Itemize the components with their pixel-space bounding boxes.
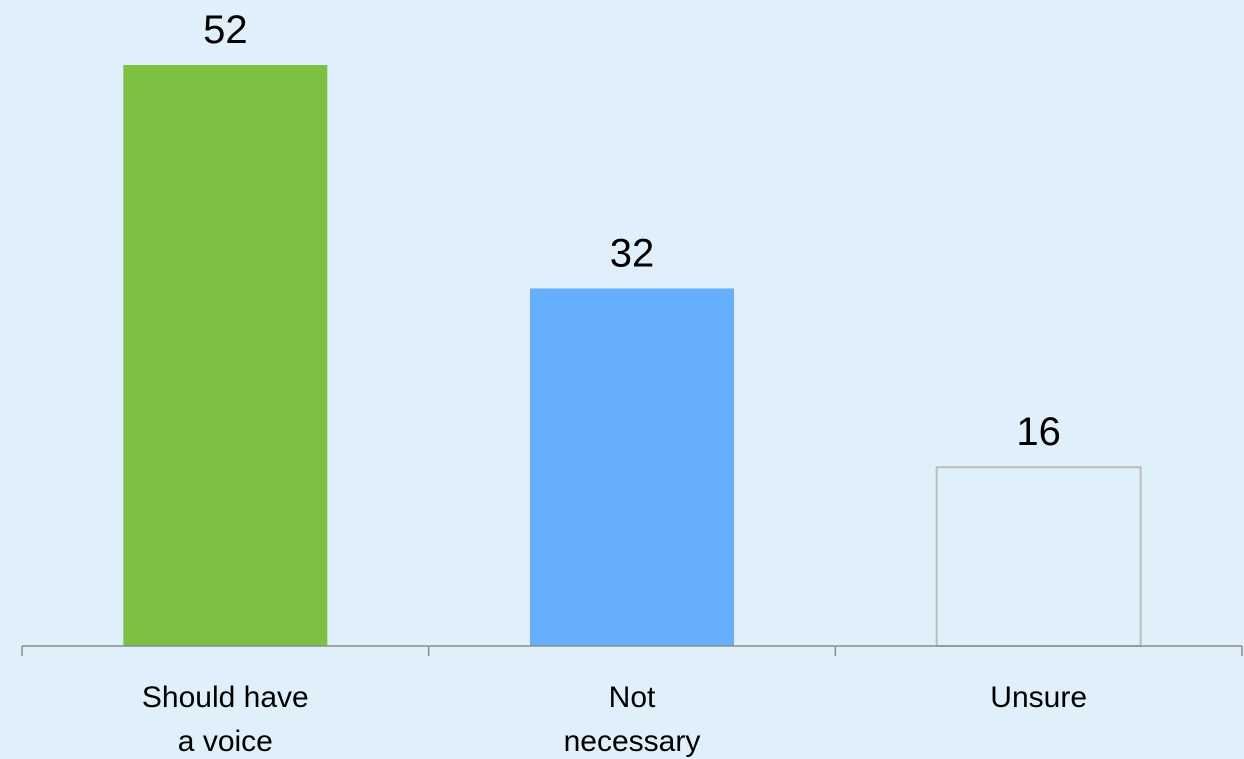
bar	[530, 288, 734, 646]
value-labels-group: 52 32 16	[203, 8, 1061, 454]
bars-group	[123, 65, 1142, 647]
bar-value-label: 52	[203, 8, 248, 52]
bar-value-label: 32	[610, 231, 655, 275]
category-label: Should have	[142, 681, 309, 714]
category-label: necessary	[564, 725, 701, 758]
x-axis	[21, 645, 1243, 656]
category-label: Not	[609, 681, 656, 714]
category-label: Unsure	[990, 681, 1087, 714]
bar	[123, 65, 328, 646]
bar-value-label: 16	[1016, 410, 1061, 454]
category-label: a voice	[178, 725, 273, 758]
category-labels-group: Should have a voice Not necessary Unsure	[142, 681, 1087, 758]
bar	[935, 466, 1142, 647]
